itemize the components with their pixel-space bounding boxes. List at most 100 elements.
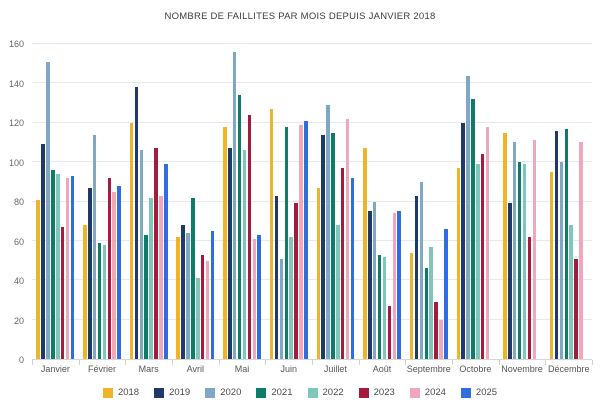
bar-2019[interactable]	[461, 122, 465, 359]
bar-2021[interactable]	[144, 234, 148, 359]
bar-2018[interactable]	[176, 236, 180, 359]
bar-2022[interactable]	[569, 225, 573, 359]
bar-2021[interactable]	[284, 126, 288, 359]
legend-item-2023[interactable]: 2023	[358, 387, 395, 398]
bar-2019[interactable]	[321, 134, 325, 359]
bar-2024[interactable]	[532, 140, 537, 359]
bar-2020[interactable]	[559, 162, 564, 359]
legend-item-2024[interactable]: 2024	[409, 387, 446, 398]
bar-2023[interactable]	[527, 236, 532, 359]
bar-2022[interactable]	[382, 256, 387, 359]
bar-2025[interactable]	[164, 164, 168, 359]
bar-2019[interactable]	[228, 148, 232, 359]
bar-2024[interactable]	[392, 213, 397, 359]
bar-2018[interactable]	[129, 122, 134, 359]
bar-2024[interactable]	[485, 126, 490, 359]
legend-item-2022[interactable]: 2022	[307, 387, 344, 398]
legend-item-2018[interactable]: 2018	[102, 387, 139, 398]
legend-item-2021[interactable]: 2021	[256, 387, 293, 398]
bar-2021[interactable]	[51, 170, 55, 359]
bar-2020[interactable]	[279, 258, 284, 359]
bar-2023[interactable]	[294, 203, 298, 359]
bar-2019[interactable]	[181, 225, 185, 359]
bar-2018[interactable]	[409, 252, 414, 359]
bar-2021[interactable]	[331, 132, 335, 359]
bar-2022[interactable]	[149, 197, 153, 359]
bar-2023[interactable]	[340, 168, 345, 359]
bar-2021[interactable]	[377, 254, 382, 359]
bar-2024[interactable]	[299, 124, 303, 359]
bar-2021[interactable]	[564, 128, 569, 359]
bar-2023[interactable]	[60, 227, 65, 359]
bar-2021[interactable]	[191, 197, 195, 359]
bar-2018[interactable]	[549, 171, 554, 359]
bar-2018[interactable]	[456, 168, 461, 359]
bar-2024[interactable]	[345, 118, 350, 359]
bar-2019[interactable]	[414, 195, 419, 359]
bar-2023[interactable]	[574, 258, 578, 359]
bar-2024[interactable]	[112, 191, 116, 359]
bar-2020[interactable]	[326, 105, 330, 359]
bar-2022[interactable]	[476, 164, 480, 359]
bar-2023[interactable]	[107, 177, 112, 359]
bar-2022[interactable]	[56, 173, 60, 359]
bar-2020[interactable]	[512, 142, 517, 359]
bar-2019[interactable]	[134, 87, 139, 359]
bar-2022[interactable]	[289, 236, 293, 359]
bar-2021[interactable]	[471, 99, 475, 359]
bar-2024[interactable]	[205, 260, 210, 359]
bar-2018[interactable]	[223, 126, 227, 359]
bar-2019[interactable]	[368, 211, 372, 359]
bar-2024[interactable]	[579, 142, 583, 359]
bar-2019[interactable]	[508, 203, 512, 359]
bar-2024[interactable]	[252, 238, 256, 359]
bar-2023[interactable]	[154, 148, 158, 359]
bar-2025[interactable]	[397, 211, 401, 359]
bar-2024[interactable]	[159, 195, 163, 359]
bar-2020[interactable]	[46, 61, 50, 359]
bar-2020[interactable]	[466, 75, 470, 359]
bar-2018[interactable]	[36, 199, 40, 359]
bar-2023[interactable]	[200, 254, 205, 359]
bar-2019[interactable]	[41, 144, 45, 359]
bar-2019[interactable]	[554, 130, 559, 359]
bar-2021[interactable]	[424, 268, 429, 359]
bar-2025[interactable]	[70, 175, 75, 359]
bar-2023[interactable]	[480, 154, 485, 359]
bar-2018[interactable]	[269, 108, 274, 359]
bar-2018[interactable]	[503, 132, 507, 359]
bar-2023[interactable]	[434, 301, 438, 359]
bar-2021[interactable]	[517, 162, 522, 359]
legend-item-2020[interactable]: 2020	[205, 387, 241, 398]
bar-2025[interactable]	[257, 234, 261, 359]
legend-item-2025[interactable]: 2025	[460, 387, 497, 398]
bar-2025[interactable]	[444, 229, 448, 359]
legend-item-2019[interactable]: 2019	[154, 387, 190, 398]
bar-2019[interactable]	[274, 195, 279, 359]
bar-2022[interactable]	[102, 244, 107, 359]
bar-2020[interactable]	[372, 201, 377, 359]
bar-2021[interactable]	[97, 242, 102, 359]
bar-2018[interactable]	[363, 148, 367, 359]
bar-2019[interactable]	[88, 187, 92, 359]
bar-2022[interactable]	[429, 246, 433, 359]
bar-2022[interactable]	[196, 278, 200, 359]
bar-2023[interactable]	[247, 114, 252, 359]
bar-2022[interactable]	[522, 164, 527, 359]
bar-2023[interactable]	[387, 305, 392, 359]
bar-2025[interactable]	[210, 231, 215, 359]
bar-2025[interactable]	[304, 120, 308, 359]
bar-2020[interactable]	[139, 150, 144, 359]
bar-2024[interactable]	[65, 177, 70, 359]
bar-2025[interactable]	[117, 185, 121, 359]
bar-2025[interactable]	[350, 177, 355, 359]
bar-2020[interactable]	[186, 233, 190, 359]
bar-2022[interactable]	[336, 225, 340, 359]
bar-2022[interactable]	[242, 150, 247, 359]
bar-2024[interactable]	[439, 319, 443, 359]
bar-2018[interactable]	[316, 187, 320, 359]
bar-2018[interactable]	[83, 225, 87, 359]
bar-2020[interactable]	[419, 181, 424, 359]
bar-2020[interactable]	[92, 134, 97, 359]
bar-2020[interactable]	[232, 51, 237, 359]
